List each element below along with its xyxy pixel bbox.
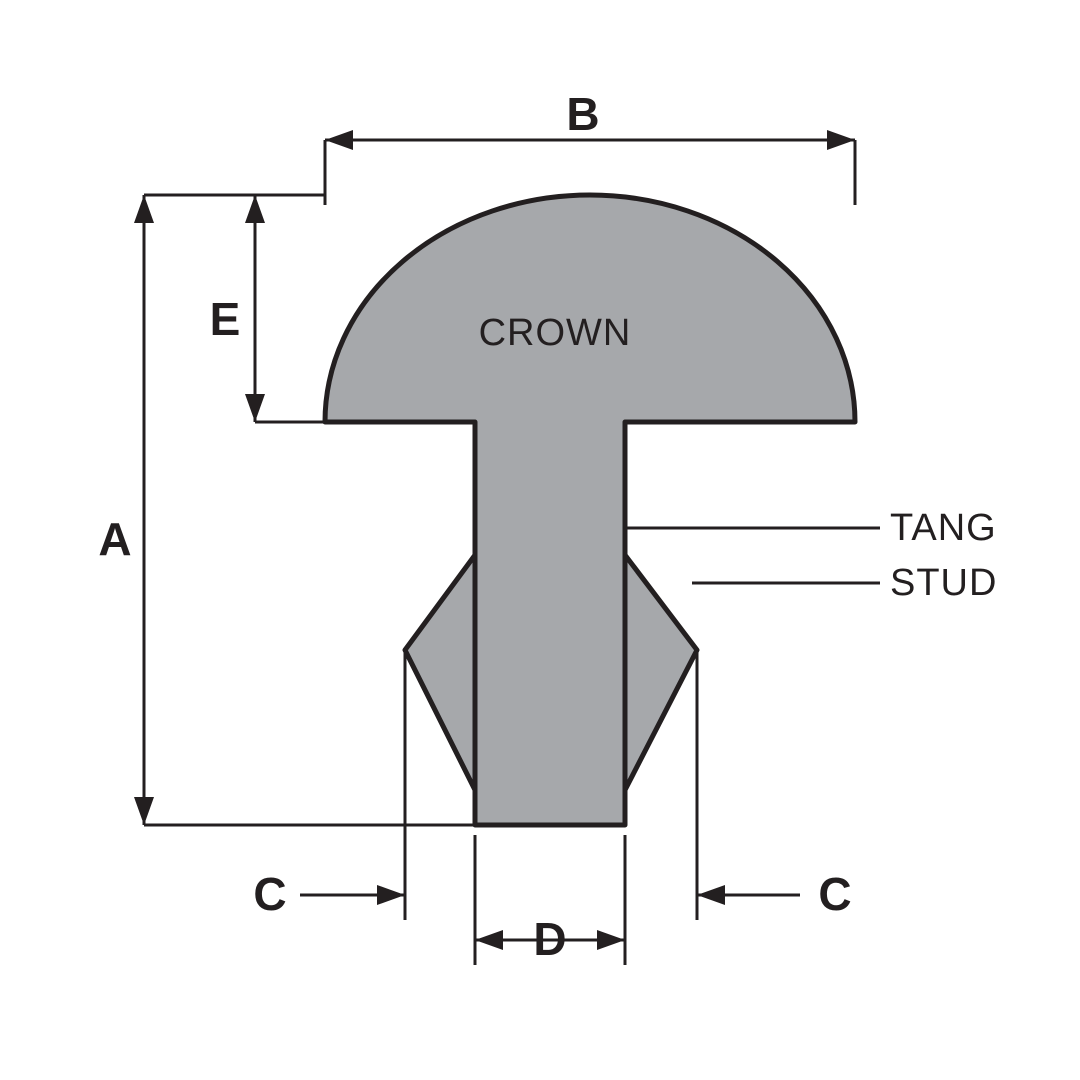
label-crown: CROWN [479, 312, 632, 354]
dimension-a: A [98, 513, 131, 565]
label-tang: TANG [890, 507, 997, 549]
dimension-c-right: C [818, 868, 851, 920]
dimension-e: E [210, 293, 241, 345]
stud-left [405, 555, 475, 790]
dimension-b: B [566, 88, 599, 140]
label-stud: STUD [890, 562, 997, 604]
dimension-d: D [533, 913, 566, 965]
dimension-c-left: C [253, 868, 286, 920]
fastener-dimension-diagram: CROWN TANG STUD B A E D C C [0, 0, 1080, 1080]
stud-right [625, 555, 697, 790]
